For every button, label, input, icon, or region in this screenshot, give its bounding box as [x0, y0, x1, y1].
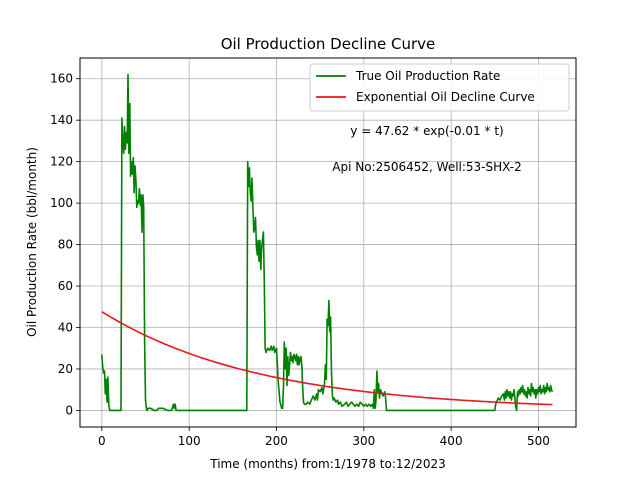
axis-ticks: 0 100 200 300 400 500 0 20 40 60 80 100 120 140 160	[50, 72, 550, 448]
y-tick-label: 120	[50, 155, 73, 169]
y-tick-label: 40	[58, 320, 73, 334]
y-tick-label: 0	[65, 403, 73, 417]
y-tick-label: 100	[50, 196, 73, 210]
y-tick-label: 160	[50, 72, 73, 86]
y-tick-label: 20	[58, 362, 73, 376]
x-tick-label: 200	[265, 434, 288, 448]
x-axis-title: Time (months) from:1/1978 to:12/2023	[209, 457, 446, 471]
x-tick-label: 0	[98, 434, 106, 448]
y-tick-label: 140	[50, 113, 73, 127]
legend-label-decline-curve: Exponential Oil Decline Curve	[356, 90, 535, 104]
chart-title: Oil Production Decline Curve	[221, 35, 436, 53]
y-axis-title: Oil Production Rate (bbl/month)	[25, 147, 39, 337]
legend-label-true-rate: True Oil Production Rate	[355, 69, 500, 83]
well-annotation: Api No:2506452, Well:53-SHX-2	[332, 160, 522, 174]
y-tick-label: 80	[58, 238, 73, 252]
series-layer	[101, 73, 554, 412]
legend-box	[309, 63, 570, 112]
x-tick-label: 500	[527, 434, 550, 448]
y-tick-label: 60	[58, 279, 73, 293]
plot-frame	[79, 57, 577, 428]
series-line-decline-curve	[101, 311, 553, 406]
equation-annotation: y = 47.62 * exp(-0.01 * t)	[350, 124, 503, 138]
x-tick-label: 300	[352, 434, 375, 448]
series-line-true-rate	[101, 73, 554, 412]
x-tick-label: 100	[178, 434, 201, 448]
x-tick-label: 400	[440, 434, 463, 448]
legend: True Oil Production Rate Exponential Oil…	[309, 63, 570, 112]
